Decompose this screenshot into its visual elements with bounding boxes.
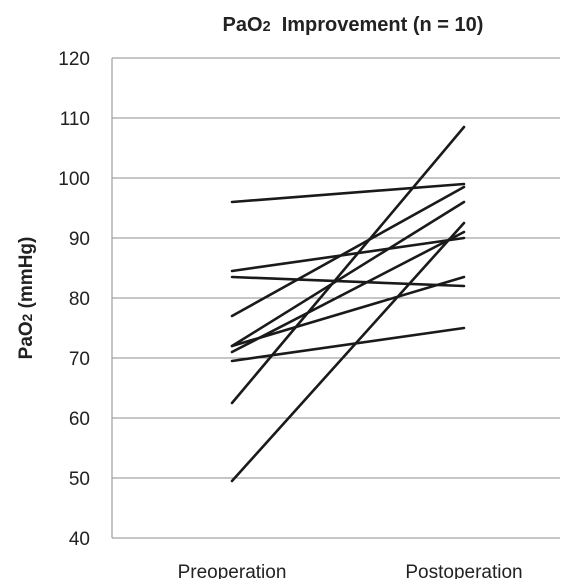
x-tick-label: Preoperation bbox=[178, 562, 287, 579]
y-tick-label: 100 bbox=[58, 169, 90, 190]
series-lines bbox=[230, 125, 466, 483]
patient-line bbox=[230, 200, 466, 348]
y-tick-label: 60 bbox=[69, 409, 90, 430]
patient-line bbox=[230, 125, 466, 405]
y-axis-label: PaO2 (mmHg) bbox=[16, 237, 37, 360]
patient-line bbox=[230, 182, 466, 204]
y-tick-label: 80 bbox=[69, 289, 90, 310]
y-tick-label: 90 bbox=[69, 229, 90, 250]
y-tick-label: 110 bbox=[60, 109, 90, 130]
patient-line bbox=[230, 185, 466, 318]
y-tick-label: 120 bbox=[58, 49, 90, 70]
patient-line bbox=[230, 230, 466, 354]
patient-line bbox=[230, 275, 466, 348]
patient-line bbox=[230, 236, 466, 273]
patient-line bbox=[230, 275, 466, 288]
y-tick-label: 50 bbox=[69, 469, 90, 490]
y-tick-label: 70 bbox=[69, 349, 90, 370]
y-tick-label: 40 bbox=[69, 529, 90, 550]
chart-title: PaO2 Improvement (n = 10) bbox=[223, 14, 484, 36]
patient-line bbox=[230, 221, 466, 483]
x-tick-label: Postoperation bbox=[405, 562, 522, 579]
y-axis-ticks: 40 50 60 70 80 90 100 110 120 bbox=[58, 49, 90, 550]
x-axis-ticks: Preoperation Postoperation bbox=[178, 562, 523, 579]
